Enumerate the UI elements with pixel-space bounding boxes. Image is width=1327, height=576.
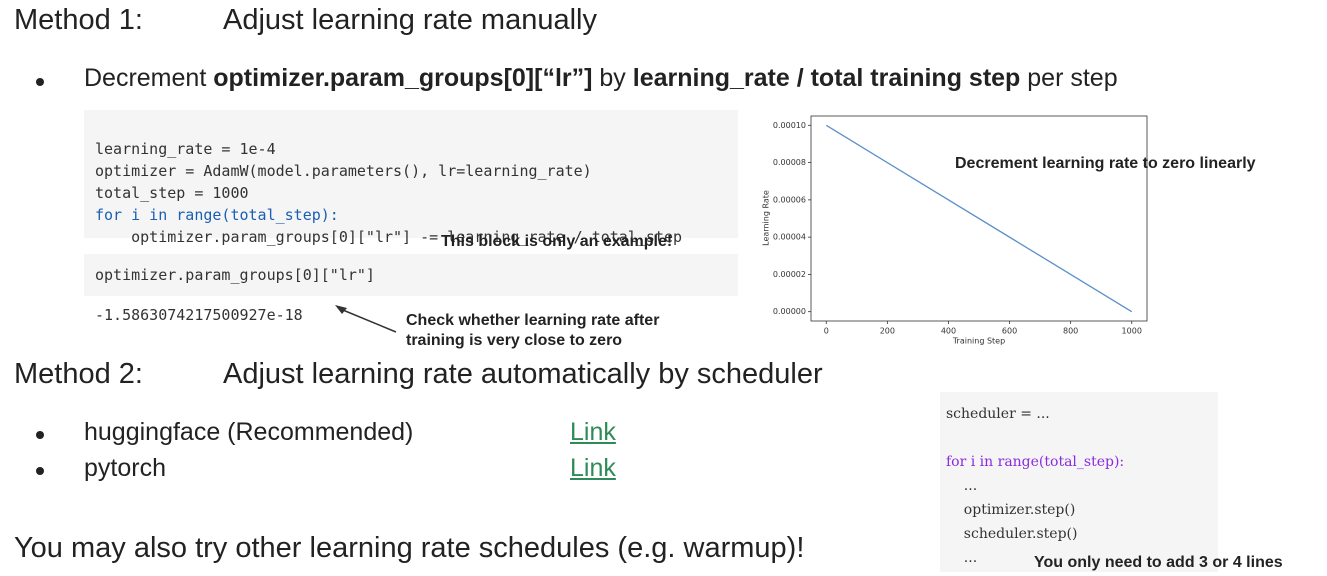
note-line: This block is only an example! <box>441 233 673 250</box>
list-label: pytorch <box>84 454 166 482</box>
note: Check whether learning rate after trainin… <box>406 311 659 351</box>
method-title: Adjust learning rate manually <box>223 4 597 36</box>
text: per step <box>1020 64 1118 92</box>
code: scheduler = ... for i in range(total_step… <box>946 402 1124 570</box>
note-line: Check whether learning rate after <box>406 312 660 329</box>
method-title: Adjust learning rate automatically by sc… <box>223 358 823 390</box>
code-line: scheduler = ... <box>946 406 1050 422</box>
y-tick-label: 0.00002 <box>773 270 806 279</box>
text: by <box>592 64 633 92</box>
y-axis-label: Learning Rate <box>762 190 771 246</box>
bullet <box>36 431 44 439</box>
output: -1.5863074217500927e-18 <box>95 306 303 324</box>
y-tick-label: 0.00004 <box>773 233 806 242</box>
code-line: optimizer.step() <box>946 502 1076 518</box>
x-tick-label: 600 <box>1002 327 1017 336</box>
footer: You may also try other learning rate sch… <box>14 532 805 564</box>
note: You only need to add 3 or 4 lines <box>1034 554 1283 571</box>
x-tick-label: 1000 <box>1122 327 1142 336</box>
bullet <box>36 467 44 475</box>
bullet <box>36 78 44 86</box>
y-tick-label: 0.00000 <box>773 307 806 316</box>
note-line: training is very close to zero <box>406 332 623 349</box>
plot-frame <box>810 115 1148 322</box>
code-line: learning_rate = 1e-4 <box>95 140 276 158</box>
code-block <box>940 392 1218 572</box>
code-line: total_step = 1000 <box>95 184 249 202</box>
method-label: Method 2: <box>14 358 143 390</box>
link[interactable]: Link <box>570 418 616 446</box>
link[interactable]: Link <box>570 454 616 482</box>
code-line: optimizer.param_groups[0]["lr"] <box>95 266 375 284</box>
code-line: for i in range(total_step): <box>946 454 1125 470</box>
code-line: ... <box>946 550 978 566</box>
bullet-text: Decrement optimizer.param_groups[0][“lr”… <box>84 64 1118 93</box>
method-label: Method 1: <box>14 4 143 36</box>
code-line: scheduler.step() <box>946 526 1078 542</box>
chart: Training Step Learning Rate Decrement le… <box>762 115 1256 346</box>
bold: learning_rate / total training step <box>632 64 1021 92</box>
data-line <box>825 124 1133 313</box>
y-tick-label: 0.00008 <box>773 158 806 167</box>
x-tick-label: 400 <box>941 327 956 336</box>
y-tick-label: 0.00010 <box>773 121 806 130</box>
code: learning_rate = 1e-4 optimizer = AdamW(mo… <box>95 116 682 248</box>
list-label: huggingface (Recommended) <box>84 418 414 446</box>
x-tick-label: 200 <box>880 327 895 336</box>
x-tick-label: 0 <box>824 327 829 336</box>
arrow <box>335 305 397 333</box>
code-block <box>84 110 738 238</box>
code-block <box>84 254 738 296</box>
text: Decrement <box>84 64 214 92</box>
x-tick-label: 800 <box>1063 327 1078 336</box>
y-tick-label: 0.00006 <box>773 195 806 204</box>
x-axis-label: Training Step <box>952 337 1005 346</box>
code-line: optimizer.param_groups[0]["lr"] -= learn… <box>95 228 682 246</box>
code-line: for i in range(total_step): <box>95 206 339 224</box>
annotation: Decrement learning rate to zero linearly <box>955 155 1256 172</box>
bold: optimizer.param_groups[0][“lr”] <box>213 64 593 92</box>
code-line: optimizer = AdamW(model.parameters(), lr… <box>95 162 592 180</box>
code-line: ... <box>946 478 978 494</box>
